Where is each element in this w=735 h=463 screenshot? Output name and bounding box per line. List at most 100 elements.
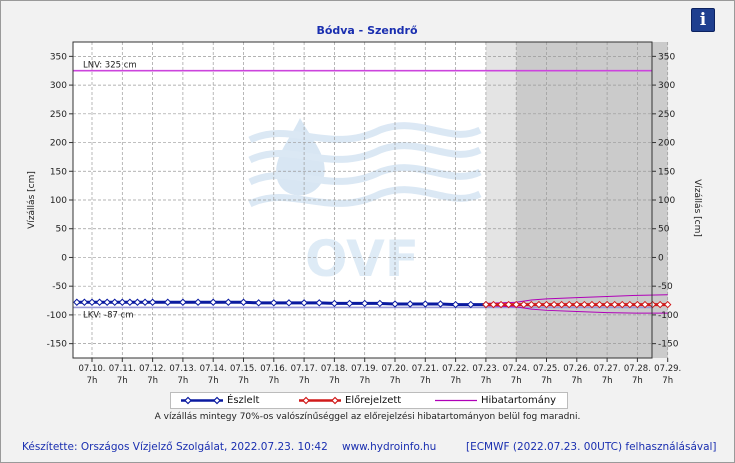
xtick-date-8: 07.18. (321, 364, 348, 374)
threshold-label-1: LKV: -87 cm (83, 310, 134, 320)
ytick-label-right--50: -50 (658, 282, 673, 292)
forecast-point-7 (535, 300, 543, 309)
y-axis-label-right: Vízállás [cm] (692, 179, 702, 237)
forecast-point-21 (641, 300, 649, 309)
xtick-date-14: 07.24. (503, 364, 530, 374)
ytick-label-left-0: 0 (61, 253, 67, 263)
observed-point-21 (315, 299, 323, 307)
forecast-point-0 (482, 300, 490, 309)
ytick-label-left-250: 250 (50, 110, 67, 120)
watermark-wave-1 (248, 142, 482, 164)
xtick-hour-8: 7h (329, 376, 340, 386)
xtick-hour-15: 7h (541, 376, 552, 386)
observed-point-0 (73, 298, 81, 306)
forecast-point-9 (550, 300, 558, 309)
forecast-point-13 (580, 300, 589, 309)
forecast-point-4 (512, 300, 520, 309)
xtick-date-9: 07.19. (351, 364, 378, 374)
xtick-hour-16: 7h (571, 376, 582, 386)
legend: Észlelt Előrejelzett Hibatartomány (170, 392, 568, 409)
ytick-label-left-50: 50 (56, 225, 68, 235)
xtick-hour-14: 7h (511, 376, 522, 386)
legend-label-hibatartomany: Hibatartomány (481, 395, 557, 406)
observed-point-17 (254, 299, 263, 307)
forecast-point-11 (565, 300, 573, 309)
forecast-point-23 (656, 300, 664, 309)
watermark-text: OVF (305, 230, 419, 288)
xtick-hour-0: 7h (87, 376, 98, 386)
observed-point-30 (451, 300, 460, 309)
footer-source: [ECMWF (2022.07.23. 00UTC) felhasználásá… (466, 441, 717, 453)
xtick-hour-17: 7h (602, 376, 613, 386)
observed-point-6 (118, 298, 127, 306)
xtick-date-12: 07.22. (442, 364, 469, 374)
ytick-label-left--50: -50 (52, 282, 67, 292)
ytick-label-right-250: 250 (658, 110, 675, 120)
ytick-label-right--100: -100 (658, 311, 679, 321)
observed-point-28 (421, 300, 430, 308)
ytick-label-left-300: 300 (50, 81, 67, 91)
ovf-watermark: OVF (248, 118, 482, 288)
legend-swatch-elorejelzett (299, 396, 341, 405)
error-band-lower (485, 305, 668, 314)
xtick-date-19: 07.29. (654, 364, 681, 374)
xtick-hour-2: 7h (147, 376, 158, 386)
xtick-date-6: 07.16. (260, 364, 287, 374)
legend-swatch-eszlelt (181, 396, 223, 405)
error-band-upper (485, 294, 668, 304)
observed-point-13 (194, 298, 202, 306)
observed-point-14 (209, 298, 217, 306)
forecast-point-5 (520, 300, 528, 309)
xtick-hour-11: 7h (420, 376, 431, 386)
forecast-point-8 (542, 300, 551, 309)
legend-label-eszlelt: Észlelt (227, 395, 260, 406)
ytick-label-right-0: 0 (658, 253, 664, 263)
ytick-label-right-200: 200 (658, 139, 675, 149)
observed-point-25 (376, 299, 384, 308)
xtick-hour-13: 7h (481, 376, 492, 386)
observed-point-26 (391, 300, 399, 308)
xtick-date-5: 07.15. (230, 364, 257, 374)
y-axis-label-left: Vízállás [cm] (27, 171, 37, 229)
footer-website-link[interactable]: www.hydroinfo.hu (342, 441, 437, 453)
forecast-point-24 (663, 300, 672, 309)
xtick-date-18: 07.28. (624, 364, 651, 374)
observed-point-18 (270, 299, 278, 307)
forecast-point-20 (633, 300, 642, 309)
forecast-point-2 (497, 300, 505, 309)
watermark-wave-0 (248, 122, 482, 144)
footer-credit: Készítette: Országos Vízjelző Szolgálat,… (22, 441, 328, 453)
ytick-label-right-100: 100 (658, 196, 675, 206)
xtick-hour-4: 7h (208, 376, 219, 386)
observed-point-16 (239, 298, 248, 306)
xtick-date-7: 07.17. (291, 364, 318, 374)
legend-label-elorejelzett: Előrejelzett (345, 395, 402, 406)
observed-point-3 (95, 298, 104, 306)
observed-point-9 (141, 298, 149, 306)
xtick-hour-1: 7h (117, 376, 128, 386)
xtick-date-4: 07.14. (200, 364, 227, 374)
forecast-point-17 (610, 300, 619, 309)
ytick-label-right-150: 150 (658, 167, 675, 177)
chart-title: Bódva - Szendrő (316, 24, 418, 37)
info-icon[interactable]: i (691, 8, 715, 32)
ytick-label-left--100: -100 (47, 311, 68, 321)
forecast-point-14 (588, 300, 596, 309)
ytick-label-right-50: 50 (658, 225, 670, 235)
observed-point-4 (103, 298, 111, 306)
forecast-point-19 (626, 300, 634, 309)
ytick-label-left-350: 350 (50, 52, 67, 62)
observed-point-12 (179, 298, 187, 306)
xtick-hour-10: 7h (390, 376, 401, 386)
xtick-date-17: 07.27. (594, 364, 621, 374)
observed-point-11 (164, 298, 172, 306)
xtick-date-0: 07.10. (78, 364, 105, 374)
xtick-hour-12: 7h (450, 376, 461, 386)
ytick-label-left-100: 100 (50, 196, 67, 206)
xtick-hour-19: 7h (662, 376, 673, 386)
watermark-wave-2 (248, 164, 482, 186)
xtick-date-13: 07.23. (472, 364, 499, 374)
forecast-point-18 (618, 300, 626, 309)
forecast-point-10 (557, 300, 566, 309)
ytick-label-left-200: 200 (50, 139, 67, 149)
